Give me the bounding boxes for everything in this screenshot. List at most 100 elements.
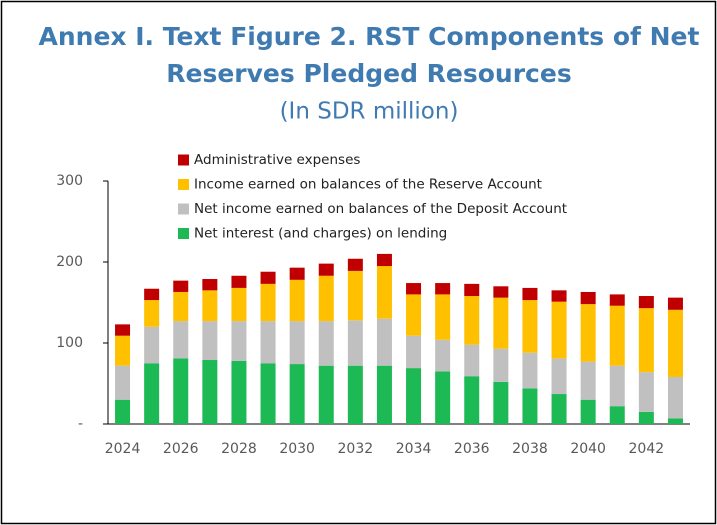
- bar-segment: [667, 297, 683, 310]
- bar-segment: [115, 365, 131, 400]
- bar-segment: [406, 335, 422, 369]
- bar-segment: [318, 275, 334, 322]
- bar-segment: [580, 304, 596, 362]
- bar-segment: [115, 324, 131, 336]
- bar-segment: [580, 399, 596, 424]
- legend-label: Income earned on balances of the Reserve…: [194, 177, 542, 193]
- x-tick-label: 2024: [105, 441, 141, 457]
- bar-segment: [464, 376, 480, 424]
- bar-segment: [231, 287, 247, 322]
- bar-segment: [376, 253, 392, 267]
- legend-label: Administrative expenses: [194, 152, 360, 168]
- legend-label: Net interest (and charges) on lending: [194, 226, 447, 242]
- y-tick-label: 200: [56, 254, 83, 270]
- bar-segment: [347, 258, 363, 271]
- bar-segment: [667, 377, 683, 419]
- bar-segment: [173, 280, 189, 292]
- bar-segment: [289, 321, 305, 365]
- bar-segment: [318, 263, 334, 276]
- bar-segment: [376, 365, 392, 424]
- bar-segment: [115, 399, 131, 424]
- legend-swatch: [178, 154, 189, 166]
- bar-segment: [260, 271, 276, 284]
- legend-label: Net income earned on balances of the Dep…: [194, 201, 567, 217]
- bar-segment: [435, 294, 451, 340]
- bar-segment: [144, 363, 160, 424]
- bar-segment: [551, 358, 567, 395]
- bar-segment: [347, 365, 363, 424]
- x-tick-label: 2028: [221, 441, 257, 457]
- x-tick-label: 2036: [454, 441, 490, 457]
- bar-segment: [638, 308, 654, 373]
- bar-segment: [493, 297, 509, 349]
- chart-subtitle: (In SDR million): [280, 99, 459, 125]
- bar-segment: [464, 283, 480, 297]
- bar-segment: [638, 296, 654, 309]
- bar-segment: [347, 320, 363, 366]
- bar-segment: [580, 291, 596, 305]
- bar-segment: [289, 267, 305, 280]
- bar-segment: [522, 300, 538, 353]
- bar-segment: [318, 321, 334, 366]
- x-tick-label: 2030: [279, 441, 315, 457]
- bar-segment: [173, 321, 189, 359]
- x-tick-label: 2040: [570, 441, 606, 457]
- bar-segment: [435, 283, 451, 295]
- bar-segment: [609, 365, 625, 407]
- legend-swatch: [178, 228, 189, 239]
- bar-segment: [667, 309, 683, 378]
- bar-segment: [609, 406, 625, 424]
- x-tick-label: 2032: [338, 441, 374, 457]
- x-tick-label: 2038: [512, 441, 548, 457]
- bar-segment: [318, 365, 334, 424]
- y-tick-label: 300: [56, 173, 83, 189]
- bar-segment: [260, 321, 276, 364]
- x-tick-label: 2026: [163, 441, 199, 457]
- bar-segment: [289, 364, 305, 424]
- bar-segment: [580, 361, 596, 400]
- bar-segment: [435, 339, 451, 372]
- bar-segment: [202, 279, 218, 291]
- x-tick-label: 2042: [629, 441, 665, 457]
- bar-segment: [260, 363, 276, 424]
- bar-segment: [144, 288, 160, 301]
- bar-segment: [202, 290, 218, 322]
- bar-segment: [551, 301, 567, 359]
- bar-segment: [231, 275, 247, 288]
- bar-segment: [406, 283, 422, 295]
- bar-segment: [522, 287, 538, 301]
- y-tick-label: -: [78, 416, 83, 432]
- bar-segment: [609, 294, 625, 306]
- x-tick-label: 2034: [396, 441, 432, 457]
- bar-segment: [144, 300, 160, 327]
- bar-segment: [493, 381, 509, 424]
- bar-segment: [202, 321, 218, 361]
- chart-title: Annex I. Text Figure 2. RST Components o…: [39, 22, 700, 51]
- legend-swatch: [178, 179, 189, 190]
- bar-segment: [347, 270, 363, 321]
- bar-segment: [522, 388, 538, 424]
- bar-segment: [231, 321, 247, 361]
- bar-segment: [551, 394, 567, 424]
- bar-segment: [493, 348, 509, 382]
- chart-title-line-2: Reserves Pledged Resources: [166, 59, 571, 88]
- bar-segment: [144, 326, 160, 364]
- bar-segment: [638, 372, 654, 412]
- bar-segment: [638, 411, 654, 424]
- legend-swatch: [178, 203, 189, 215]
- bar-segment: [115, 335, 131, 366]
- bar-segment: [406, 294, 422, 336]
- y-tick-label: 100: [56, 335, 83, 351]
- bar-segment: [406, 368, 422, 424]
- bar-segment: [493, 286, 509, 298]
- bar-segment: [202, 360, 218, 424]
- bar-segment: [464, 344, 480, 377]
- bar-segment: [173, 358, 189, 424]
- bar-segment: [173, 291, 189, 322]
- bar-segment: [435, 371, 451, 424]
- bar-segment: [464, 296, 480, 345]
- bar-segment: [231, 360, 247, 424]
- bar-segment: [667, 418, 683, 424]
- bar-segment: [260, 283, 276, 322]
